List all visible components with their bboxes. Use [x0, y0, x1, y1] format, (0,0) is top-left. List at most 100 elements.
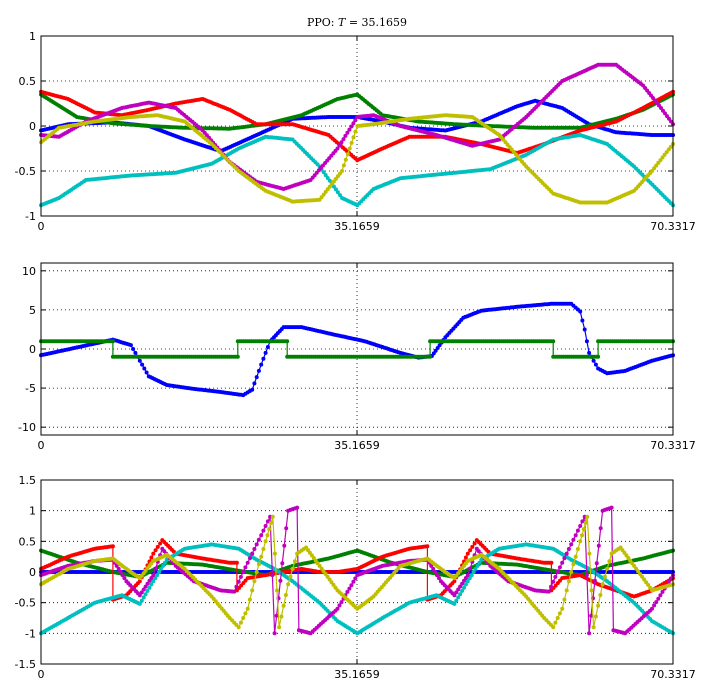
- data-point: [578, 309, 583, 314]
- data-point: [345, 152, 350, 157]
- data-point: [153, 548, 158, 553]
- data-point: [583, 520, 588, 525]
- data-point: [598, 593, 603, 597]
- data-point: [275, 588, 279, 593]
- data-point: [256, 537, 261, 542]
- data-point: [557, 565, 562, 570]
- data-point: [425, 544, 430, 549]
- data-point: [465, 573, 470, 578]
- data-point: [327, 178, 332, 183]
- data-point: [247, 556, 252, 561]
- x-tick-label: 0: [38, 439, 45, 452]
- data-point: [245, 606, 250, 611]
- data-point: [581, 527, 586, 532]
- data-point: [272, 551, 277, 556]
- data-point: [250, 588, 255, 593]
- data-point: [557, 611, 562, 616]
- data-point: [234, 584, 239, 589]
- data-point: [245, 560, 250, 565]
- y-tick-label: 1: [29, 505, 36, 518]
- data-point: [578, 524, 583, 528]
- data-point: [650, 169, 654, 173]
- data-point: [337, 143, 342, 148]
- data-point: [335, 606, 340, 611]
- data-point: [668, 144, 673, 149]
- data-point: [272, 631, 277, 636]
- data-point: [591, 358, 596, 363]
- data-point: [267, 527, 272, 532]
- y-tick-label: -1.5: [15, 658, 36, 671]
- y-tick-label: -1: [25, 210, 36, 223]
- data-point: [551, 625, 556, 630]
- data-point: [571, 537, 576, 542]
- data-point: [582, 327, 587, 332]
- data-point: [254, 375, 259, 380]
- data-point: [580, 533, 584, 538]
- data-point: [284, 526, 289, 531]
- data-point: [290, 566, 295, 571]
- x-tick-label: 70.3317: [650, 439, 696, 452]
- data-point: [660, 155, 665, 160]
- data-point: [569, 570, 574, 574]
- data-point: [325, 176, 330, 180]
- data-point: [261, 356, 266, 361]
- data-point: [236, 625, 241, 630]
- data-point: [247, 597, 252, 602]
- data-point: [321, 170, 326, 175]
- data-point: [609, 505, 614, 510]
- y-tick-label: -0.5: [15, 165, 36, 178]
- data-point: [232, 589, 237, 594]
- data-point: [292, 559, 297, 564]
- y-tick-label: 0: [29, 566, 36, 579]
- data-point: [252, 547, 257, 551]
- y-tick-label: -0.5: [15, 597, 36, 610]
- data-point: [283, 593, 288, 597]
- data-point: [238, 574, 243, 579]
- data-point: [236, 579, 241, 584]
- data-point: [549, 560, 554, 565]
- data-point: [551, 339, 556, 344]
- data-point: [353, 129, 358, 134]
- panel-3: 1.510.50-0.5-1-1.50 35.1659 70.3317: [15, 474, 696, 681]
- x-tick-label: 70.3317: [650, 668, 696, 681]
- data-point: [263, 539, 268, 544]
- y-tick-label: 1.5: [19, 474, 37, 487]
- data-point: [347, 127, 352, 132]
- data-point: [472, 541, 477, 546]
- x-tick-label: 35.1659: [334, 668, 380, 681]
- data-point: [598, 526, 603, 531]
- data-point: [270, 514, 275, 519]
- data-point: [593, 614, 598, 619]
- plot-frame: [40, 35, 674, 217]
- data-point: [555, 570, 560, 574]
- data-point: [589, 588, 594, 593]
- data-point: [587, 350, 592, 355]
- data-point: [656, 160, 661, 165]
- figure-title: PPO: T = 35.1659: [307, 16, 407, 29]
- data-point: [600, 582, 605, 587]
- data-point: [428, 354, 433, 359]
- data-point: [551, 579, 556, 584]
- data-point: [263, 524, 268, 528]
- data-point: [341, 137, 346, 142]
- data-point: [351, 121, 356, 126]
- x-tick-label: 0: [38, 220, 45, 233]
- data-point: [596, 603, 601, 608]
- data-point: [571, 562, 576, 567]
- data-point: [652, 166, 657, 171]
- data-point: [133, 350, 138, 355]
- data-point: [566, 579, 571, 584]
- data-point: [668, 576, 673, 581]
- data-point: [592, 578, 597, 583]
- data-point: [658, 593, 663, 598]
- data-point: [261, 547, 266, 551]
- y-tick-label: -10: [18, 421, 36, 434]
- data-point: [347, 586, 352, 591]
- data-point: [339, 140, 344, 145]
- x-tick-label: 70.3317: [650, 220, 696, 233]
- data-point: [605, 566, 610, 571]
- y-tick-label: 10: [22, 265, 36, 278]
- y-tick-label: 0: [29, 343, 36, 356]
- data-point: [259, 362, 264, 367]
- data-point: [265, 345, 270, 349]
